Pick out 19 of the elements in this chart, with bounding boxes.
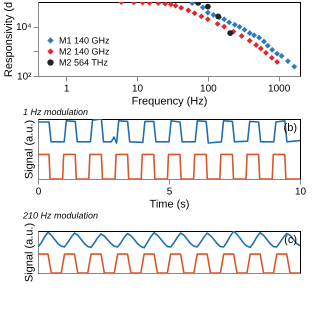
x-axis-title: Time (s) xyxy=(150,198,190,210)
legend-label: M1 140 GHz xyxy=(59,36,110,46)
x-tick-label: 100 xyxy=(200,84,218,94)
x-axis-title: Frequency (Hz) xyxy=(132,96,208,108)
y-axis-title: Responsivity (d xyxy=(3,2,16,78)
x-tick-label: 5 xyxy=(166,186,173,198)
x-tick-label: 0 xyxy=(36,186,42,198)
y-tick-label: 10⁴ xyxy=(16,22,32,34)
chart-title: 210 Hz modulation xyxy=(22,210,98,220)
x-tick-label: 1000 xyxy=(268,84,291,94)
y-axis-title: Signal (a.u.) xyxy=(24,222,36,282)
legend-label: M2 564 THz xyxy=(59,58,108,68)
x-tick-label: 10 xyxy=(132,84,144,94)
y-axis-title: Signal (a.u.) xyxy=(24,120,36,180)
x-tick-label: 10 xyxy=(294,186,306,198)
y-tick-label: 10² xyxy=(17,72,32,82)
x-tick-label: 1 xyxy=(64,84,70,94)
chart-title: 1 Hz modulation xyxy=(23,107,88,117)
legend-label: M2 140 GHz xyxy=(59,46,110,56)
